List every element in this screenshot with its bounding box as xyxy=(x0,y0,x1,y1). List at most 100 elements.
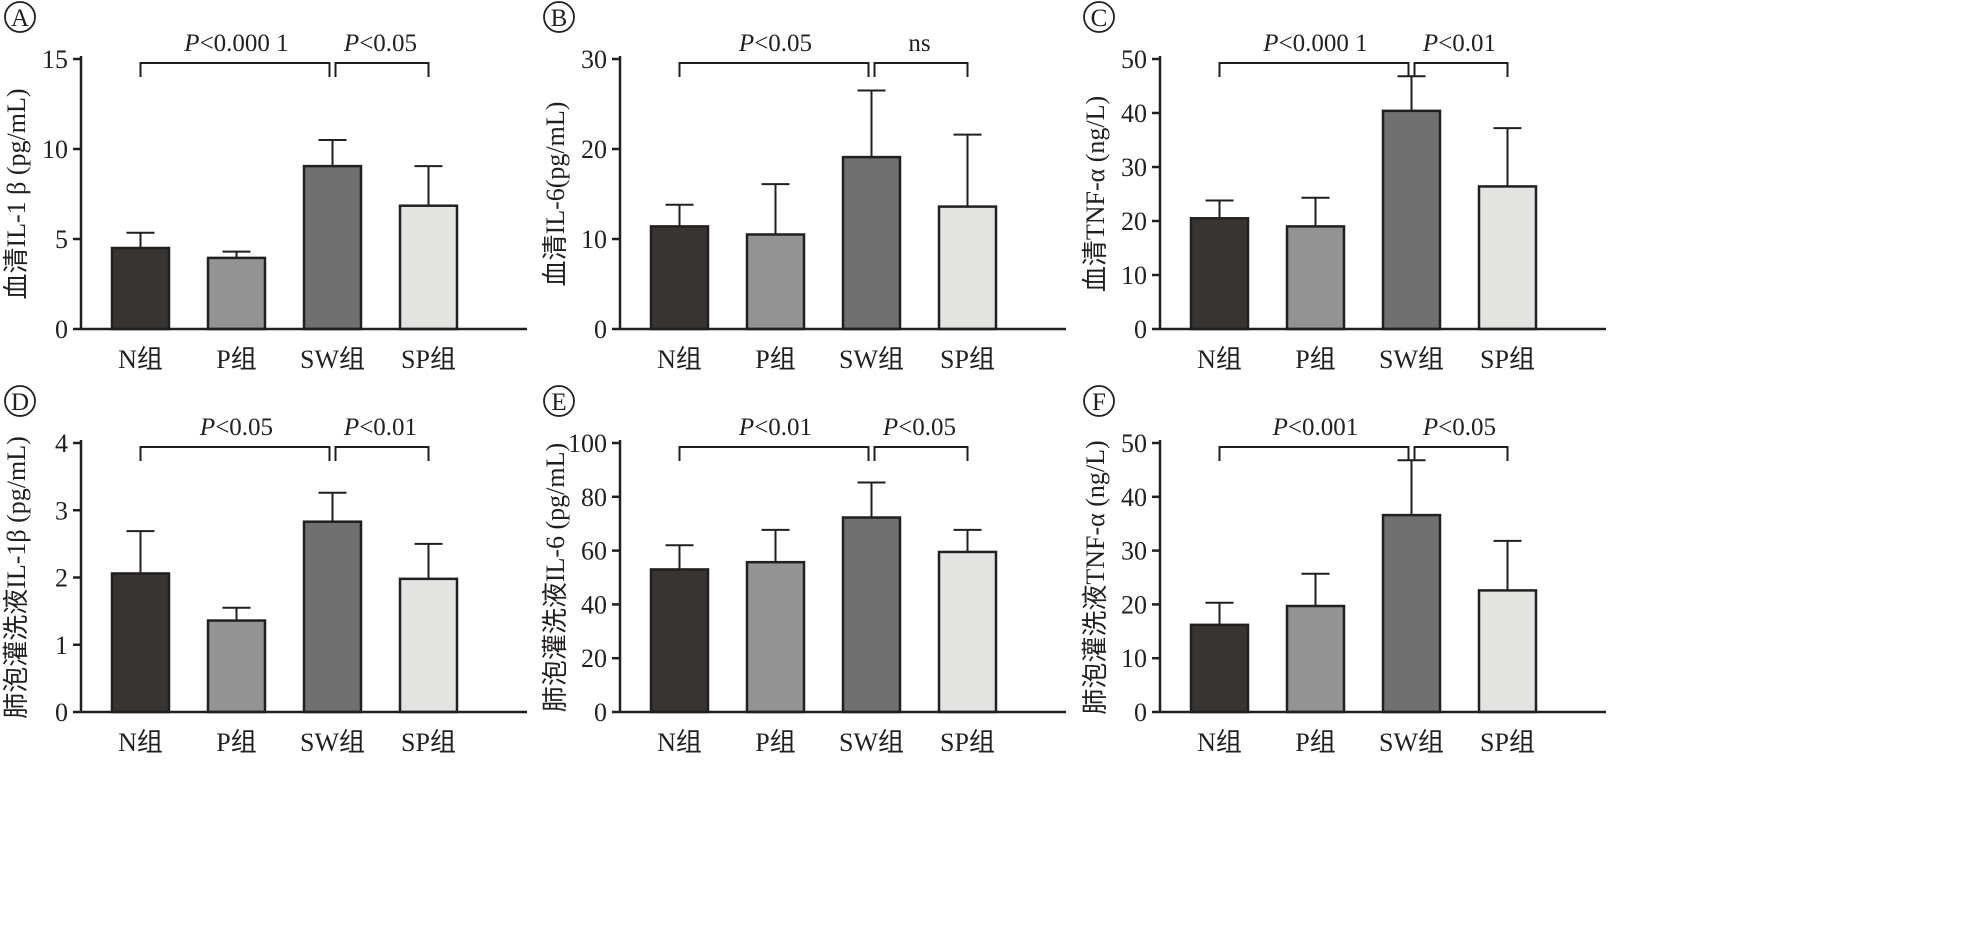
p-value: <0.05 xyxy=(898,414,956,441)
p-prefix: P xyxy=(882,414,898,441)
significance-label: P<0.01 xyxy=(1422,30,1496,57)
p-prefix: P xyxy=(1272,414,1288,441)
p-value: <0.01 xyxy=(1438,30,1496,57)
panel-letter: D xyxy=(11,389,29,416)
p-value: <0.001 xyxy=(1288,414,1358,441)
bar-0 xyxy=(1189,217,1250,331)
p-value: <0.000 1 xyxy=(200,30,289,57)
panel-b-circle xyxy=(543,1,575,33)
significance-bracket xyxy=(1218,446,1410,461)
y-tick-label: 10 xyxy=(42,135,68,164)
y-tick-label: 40 xyxy=(1121,99,1147,128)
y-tick-label: 3 xyxy=(55,496,68,525)
y-axis-label: 血清IL-6(pg/mL) xyxy=(541,102,570,287)
panel-a-circle xyxy=(4,1,36,33)
panel-letter: F xyxy=(1092,389,1106,416)
bar-2 xyxy=(1381,513,1442,714)
bar-3 xyxy=(937,550,998,714)
category-label: N组 xyxy=(657,728,702,757)
bar-2 xyxy=(302,520,363,714)
y-tick-label: 40 xyxy=(1121,483,1147,512)
y-tick-label: 0 xyxy=(594,315,607,344)
bar-0 xyxy=(649,568,710,714)
category-label: N组 xyxy=(118,345,163,374)
y-tick-label: 30 xyxy=(1121,537,1147,566)
category-label: SP组 xyxy=(401,345,456,374)
significance-label: P<0.05 xyxy=(199,414,273,441)
category-label: SP组 xyxy=(1480,345,1535,374)
significance-bracket xyxy=(873,446,969,461)
bar-3 xyxy=(398,577,459,714)
category-label: N组 xyxy=(1197,345,1242,374)
y-tick-label: 10 xyxy=(1121,261,1147,290)
category-label: N组 xyxy=(657,345,702,374)
y-tick-label: 1 xyxy=(55,631,68,660)
significance-label: P<0.001 xyxy=(1272,414,1359,441)
p-value: ns xyxy=(908,30,930,57)
category-label: P组 xyxy=(755,728,795,757)
category-label: P组 xyxy=(1295,728,1335,757)
significance-label: P<0.01 xyxy=(738,414,812,441)
bar-2 xyxy=(302,164,363,331)
significance-bracket xyxy=(678,446,870,461)
significance-label: P<0.000 1 xyxy=(183,30,288,57)
category-label: SW组 xyxy=(1379,728,1444,757)
panel-c-circle xyxy=(1083,1,1115,33)
panel-f-circle xyxy=(1083,385,1115,417)
significance-label: P<0.000 1 xyxy=(1262,30,1367,57)
bar-1 xyxy=(206,619,267,714)
panel-letter: A xyxy=(11,5,29,32)
category-label: P组 xyxy=(216,345,256,374)
panel-d-circle xyxy=(4,385,36,417)
panel-letter: C xyxy=(1091,5,1108,32)
bar-3 xyxy=(1477,589,1538,714)
bar-1 xyxy=(206,256,267,331)
bar-2 xyxy=(841,155,902,331)
bar-2 xyxy=(1381,109,1442,331)
category-label: SW组 xyxy=(300,728,365,757)
y-tick-label: 4 xyxy=(55,429,68,458)
p-prefix: P xyxy=(738,30,754,57)
category-label: SP组 xyxy=(1480,728,1535,757)
category-label: P组 xyxy=(1295,345,1335,374)
bar-3 xyxy=(1477,185,1538,331)
y-tick-label: 30 xyxy=(581,45,607,74)
significance-label: P<0.05 xyxy=(1422,414,1496,441)
bar-1 xyxy=(1285,225,1346,331)
bar-0 xyxy=(649,225,710,331)
y-tick-label: 5 xyxy=(55,225,68,254)
y-tick-label: 0 xyxy=(1134,315,1147,344)
panel-f: F 肺泡灌洗液TNF-α (ng/L) N组 P组 SW组 SP组 0 10 20 30 40 50 P… xyxy=(1081,385,1606,757)
y-tick-label: 100 xyxy=(568,429,607,458)
y-tick-label: 0 xyxy=(55,315,68,344)
significance-bracket xyxy=(139,62,331,77)
bar-0 xyxy=(1189,623,1250,714)
bar-1 xyxy=(1285,604,1346,714)
bar-0 xyxy=(110,572,171,714)
p-value: <0.05 xyxy=(359,30,417,57)
y-tick-label: 20 xyxy=(1121,207,1147,236)
p-prefix: P xyxy=(738,414,754,441)
significance-bracket xyxy=(334,446,430,461)
bar-1 xyxy=(745,233,806,331)
category-label: P组 xyxy=(755,345,795,374)
p-prefix: P xyxy=(1422,414,1438,441)
p-value: <0.05 xyxy=(215,414,273,441)
bar-3 xyxy=(937,205,998,331)
p-prefix: P xyxy=(199,414,215,441)
significance-bracket xyxy=(139,446,331,461)
significance-label: P<0.01 xyxy=(343,414,417,441)
significance-label: P<0.05 xyxy=(343,30,417,57)
bar-2 xyxy=(841,516,902,714)
p-prefix: P xyxy=(1422,30,1438,57)
panel-e-circle xyxy=(543,385,575,417)
category-label: N组 xyxy=(118,728,163,757)
panel-letter: E xyxy=(551,389,566,416)
p-value: <0.01 xyxy=(359,414,417,441)
y-tick-label: 40 xyxy=(581,590,607,619)
y-axis-label: 肺泡灌洗液IL-6 (pg/mL) xyxy=(541,443,570,712)
y-tick-label: 0 xyxy=(55,698,68,727)
panel-e: E 肺泡灌洗液IL-6 (pg/mL) N组 P组 SW组 SP组 0 20 40 60 80 100… xyxy=(541,385,1066,757)
category-label: SP组 xyxy=(940,728,995,757)
